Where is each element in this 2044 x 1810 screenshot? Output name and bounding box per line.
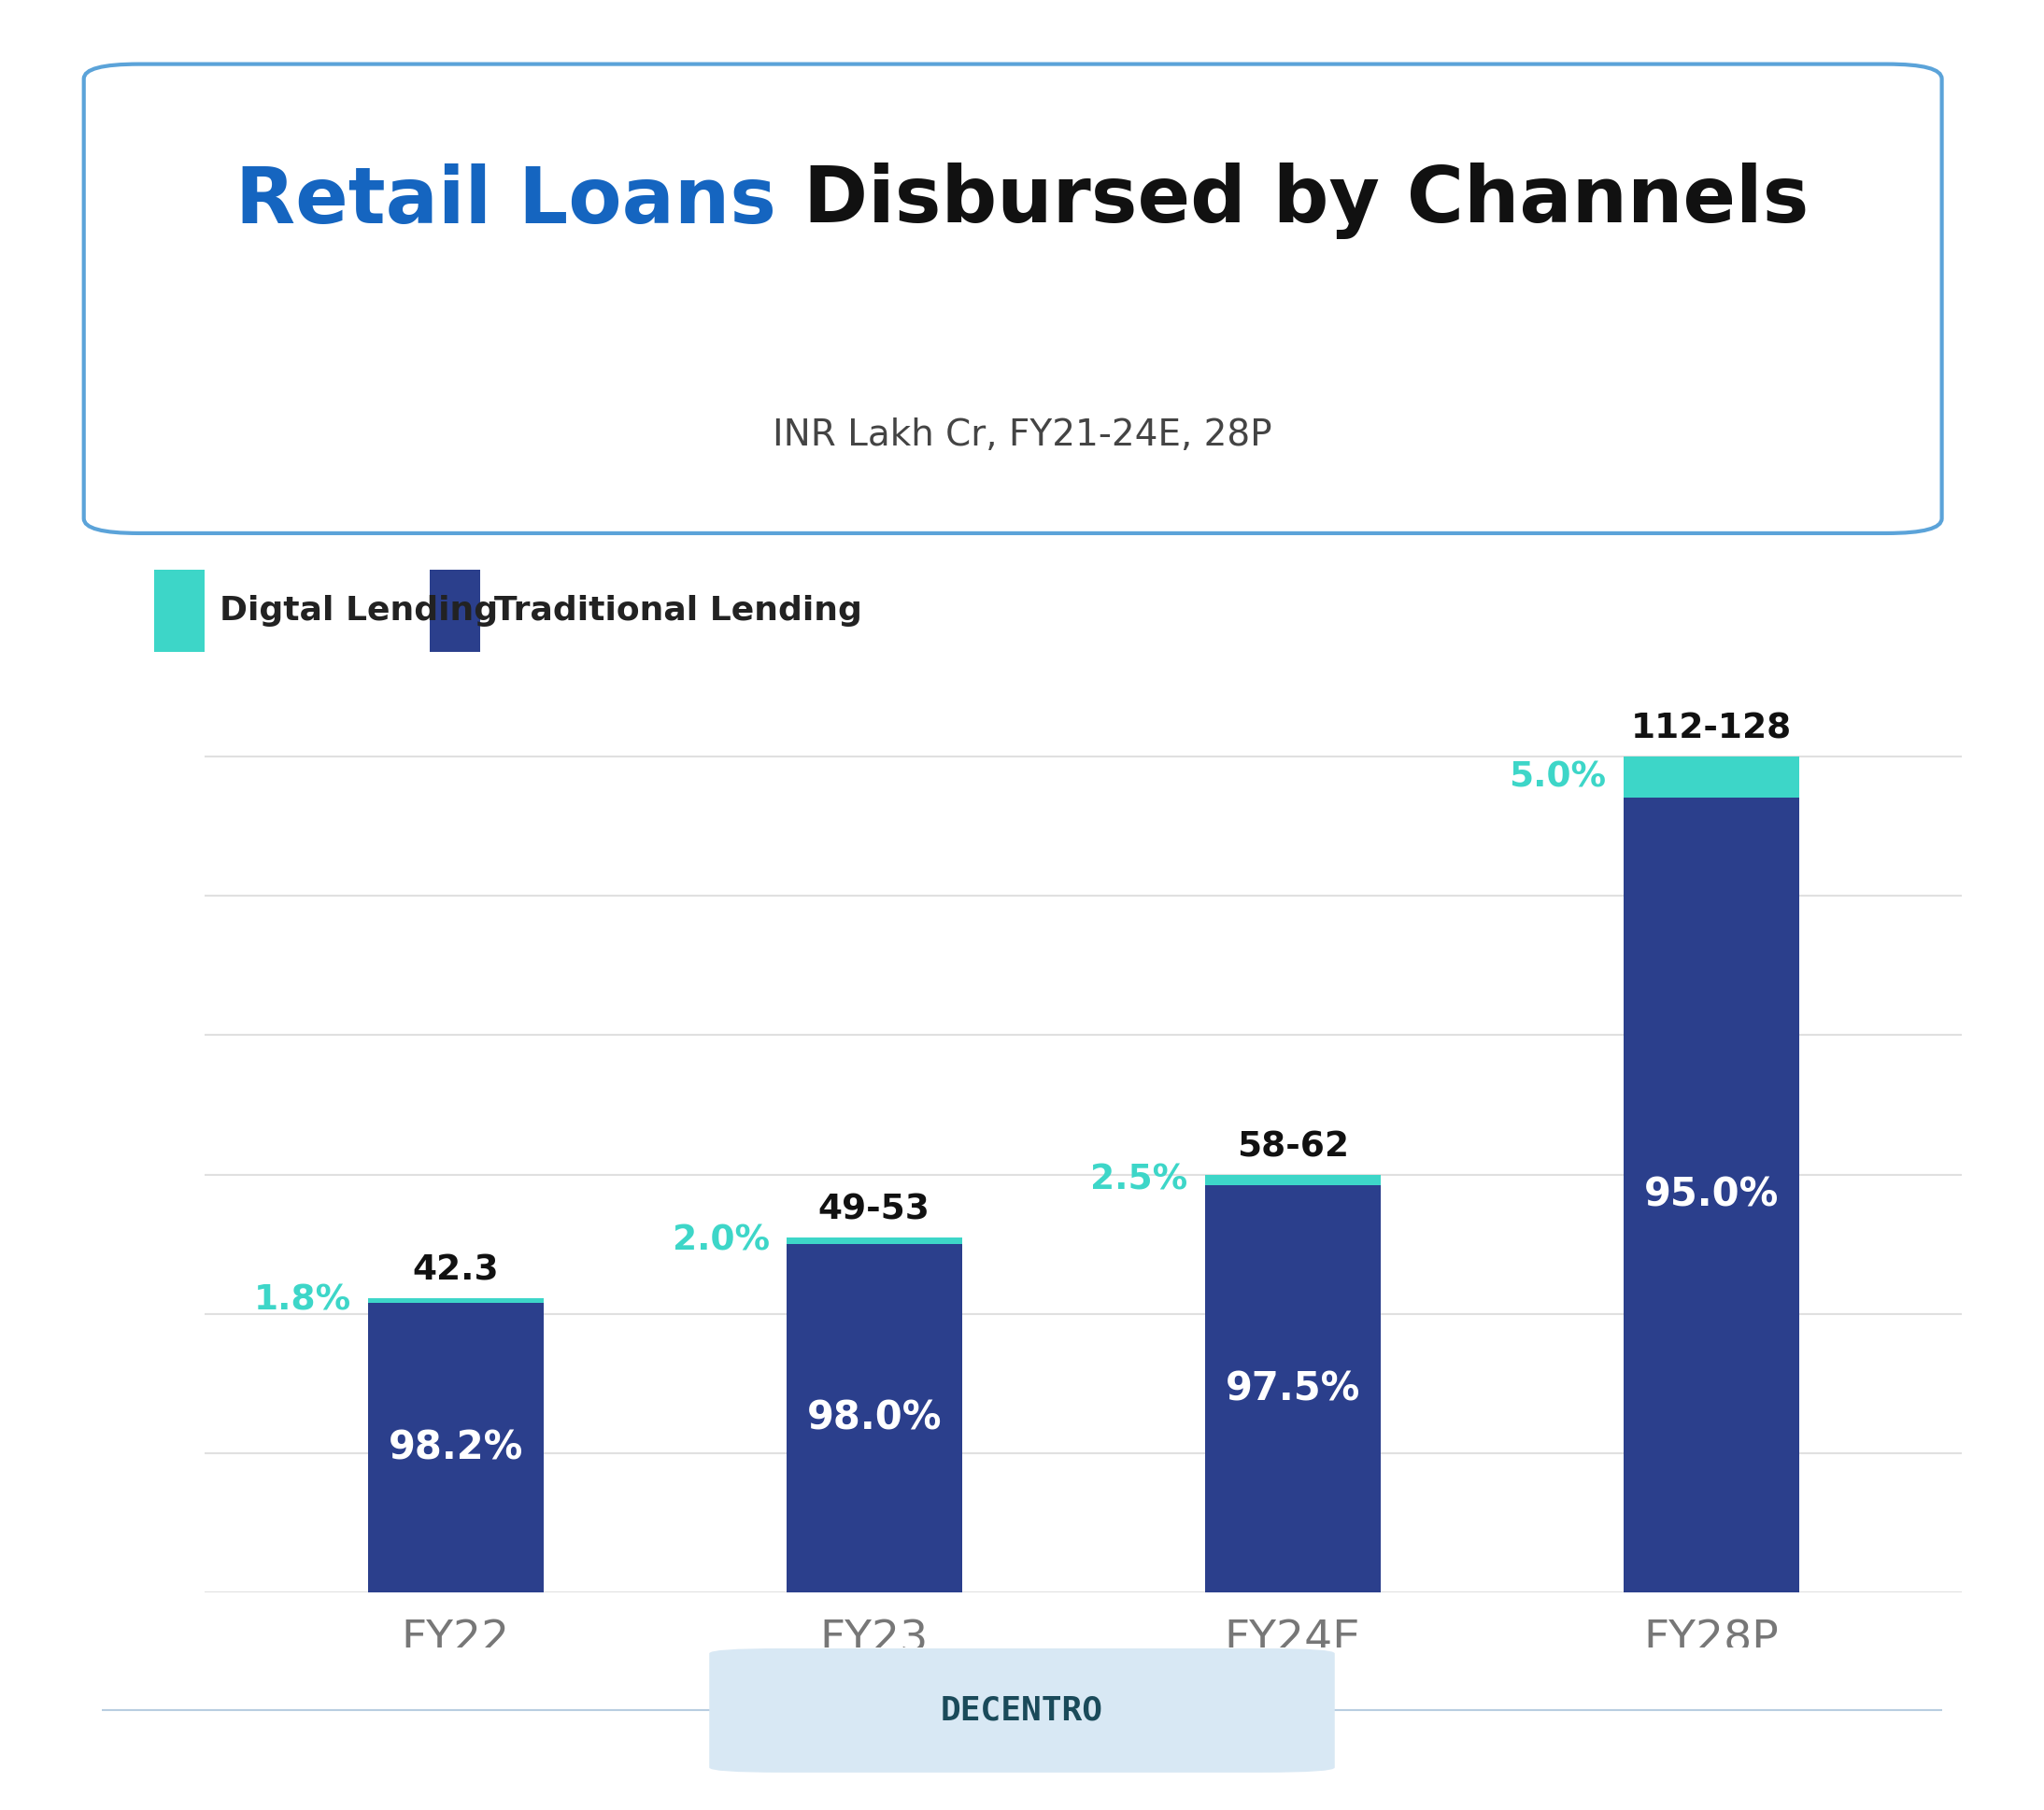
Text: 49-53: 49-53 — [818, 1193, 930, 1227]
FancyBboxPatch shape — [84, 63, 1942, 534]
Text: 98.2%: 98.2% — [388, 1428, 523, 1468]
Bar — [1204, 1175, 1380, 1186]
Text: Disbursed by Channels: Disbursed by Channels — [777, 163, 1809, 239]
Bar — [155, 570, 204, 652]
Text: 97.5%: 97.5% — [1224, 1368, 1359, 1408]
Text: 1.8%: 1.8% — [253, 1283, 352, 1318]
FancyBboxPatch shape — [709, 1649, 1335, 1772]
Bar — [368, 1298, 544, 1303]
Bar — [787, 1243, 963, 1593]
Text: INR Lakh Cr, FY21-24E, 28P: INR Lakh Cr, FY21-24E, 28P — [773, 418, 1271, 452]
Bar — [1623, 798, 1799, 1593]
Text: Traditional Lending: Traditional Lending — [495, 595, 863, 626]
Bar — [1623, 757, 1799, 798]
Bar — [787, 1238, 963, 1243]
Text: Digtal Lending: Digtal Lending — [219, 595, 499, 626]
Text: 2.5%: 2.5% — [1091, 1162, 1188, 1196]
Text: 95.0%: 95.0% — [1643, 1176, 1778, 1215]
Text: 98.0%: 98.0% — [807, 1399, 942, 1439]
Text: 58-62: 58-62 — [1237, 1131, 1349, 1164]
Text: Retail Loans: Retail Loans — [235, 163, 777, 239]
Text: DECENTRO: DECENTRO — [940, 1694, 1104, 1727]
Bar — [1204, 1186, 1380, 1593]
Bar — [429, 570, 480, 652]
Text: 42.3: 42.3 — [413, 1254, 499, 1287]
Text: 5.0%: 5.0% — [1508, 760, 1607, 795]
Text: 2.0%: 2.0% — [672, 1224, 769, 1258]
Bar — [368, 1303, 544, 1593]
Text: 112-128: 112-128 — [1631, 711, 1793, 746]
